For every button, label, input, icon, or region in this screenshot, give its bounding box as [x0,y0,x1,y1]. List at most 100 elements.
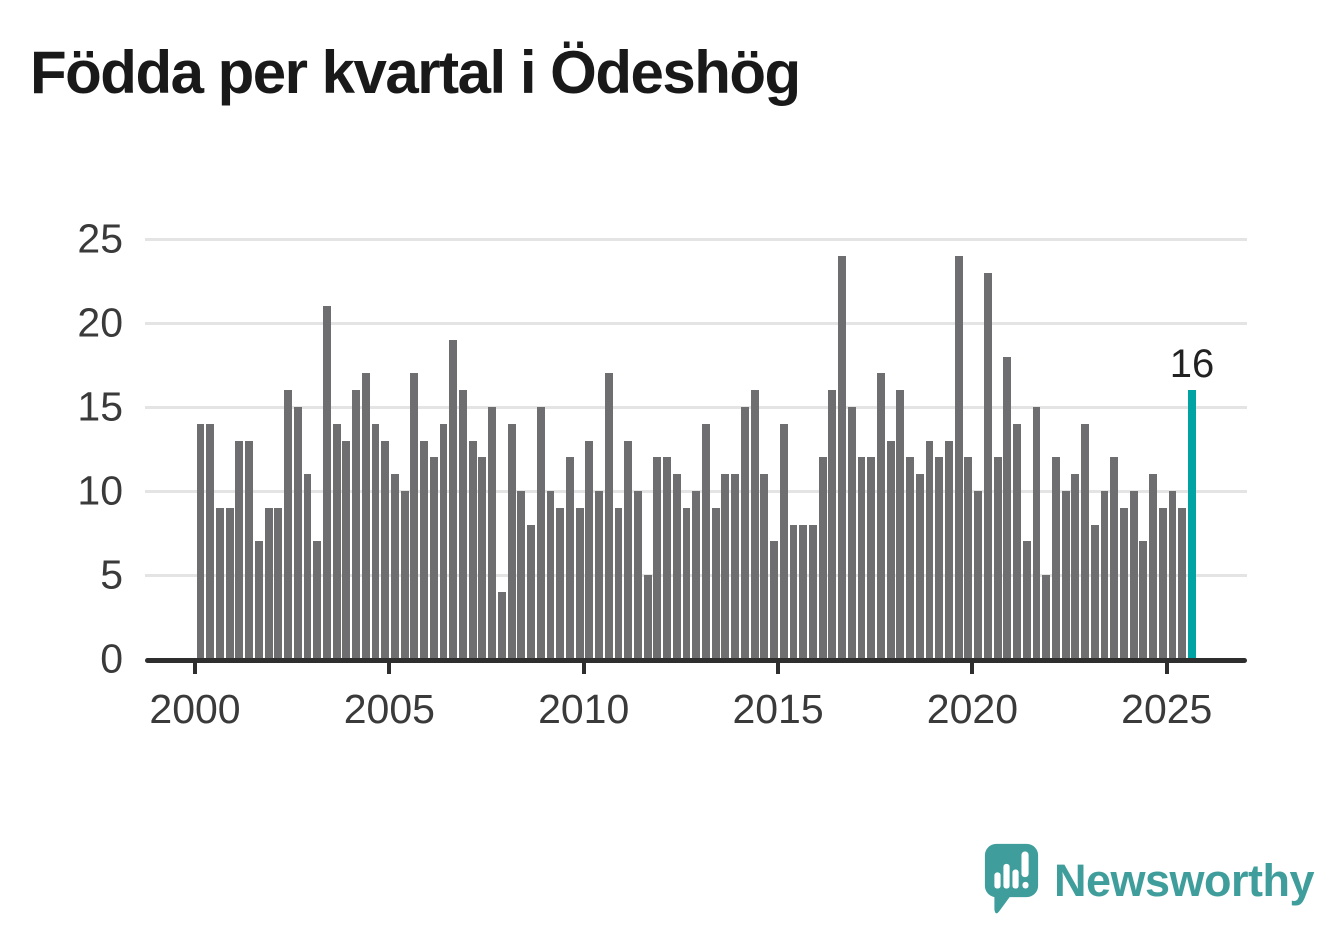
y-axis-tick-label: 25 [77,215,123,262]
bar [497,591,506,659]
bar [595,491,603,659]
bar [1013,423,1021,659]
bar [391,474,399,659]
bar [439,423,448,659]
bar [459,390,467,659]
bar [1051,457,1060,659]
bar [808,524,817,659]
bar [624,440,633,659]
bar [935,457,944,659]
bar [371,423,380,659]
bar [517,491,526,659]
bar [1022,541,1031,659]
bar [410,373,419,659]
bar [254,541,263,659]
bar [527,524,535,659]
x-axis-tick-label: 2015 [732,686,824,732]
gridline-y-25 [145,237,1247,241]
x-axis-tick [581,660,586,674]
x-axis-tick [1164,660,1169,674]
bar [284,390,292,659]
bar [906,457,915,659]
bar [877,373,885,659]
bar [750,390,759,659]
highlighted-bar [1188,390,1196,659]
bar [1178,507,1187,659]
bar [585,440,594,659]
y-axis-tick-label: 20 [77,299,123,346]
bar [196,423,205,659]
bar [692,491,701,659]
bar [449,339,458,659]
bar [867,457,876,659]
bar [799,524,808,659]
bar [245,440,254,659]
bar [886,440,895,659]
bar [682,507,691,659]
bar [235,440,244,659]
bar [1100,491,1109,659]
x-axis-tick [387,660,392,674]
bar [974,491,983,659]
bar [1149,474,1158,659]
bar [400,491,409,659]
bar [993,457,1002,659]
bar [828,390,837,659]
gridline-y-15 [145,405,1247,409]
y-axis-tick-label: 10 [77,467,123,514]
bar [342,440,351,659]
last-bar-value-label: 16 [1169,342,1215,387]
bar [1071,474,1080,659]
bar [478,457,487,659]
y-axis-tick-label: 5 [100,551,123,598]
bar [206,423,215,659]
bar [293,407,302,659]
bar [225,507,234,659]
bar [322,306,331,659]
bar [1090,524,1099,659]
x-axis-tick-label: 2020 [926,686,1018,732]
x-axis-tick [970,660,975,674]
bar [352,390,360,659]
bar [429,457,438,659]
bar [896,390,905,659]
bar [711,507,720,659]
bar [556,507,565,659]
x-axis-tick-label: 2010 [538,686,630,732]
bar [964,457,973,659]
bar [216,507,224,659]
bar [915,474,924,659]
bar [663,457,672,659]
bar [1158,507,1167,659]
bar [303,474,312,659]
bar [945,440,953,659]
bar [536,407,545,659]
x-axis-tick [193,660,197,674]
bar [1120,507,1128,659]
bar [1032,407,1041,659]
newsworthy-logo-text: Newsworthy [1054,854,1315,906]
bar [838,255,846,659]
bar [1139,541,1148,659]
bar [361,373,370,659]
bar [1129,491,1138,659]
newsworthy-logo-icon [984,843,1039,914]
bar [653,457,662,659]
bar [818,457,827,659]
x-axis-tick-label: 2025 [1121,686,1213,732]
chart-title: Födda per kvartal i Ödeshög [30,39,801,106]
y-axis-tick-label: 0 [100,635,123,682]
bar [740,407,749,659]
x-axis-tick [776,660,781,674]
bar [847,407,856,659]
y-axis-tick-label: 15 [77,383,123,430]
bar [925,440,934,659]
bar [1061,491,1070,659]
bar [565,457,574,659]
bar [643,575,652,659]
bar [789,524,798,659]
bar [381,440,390,659]
bar [954,255,963,659]
newsworthy-logo: Newsworthy [983,842,1315,918]
